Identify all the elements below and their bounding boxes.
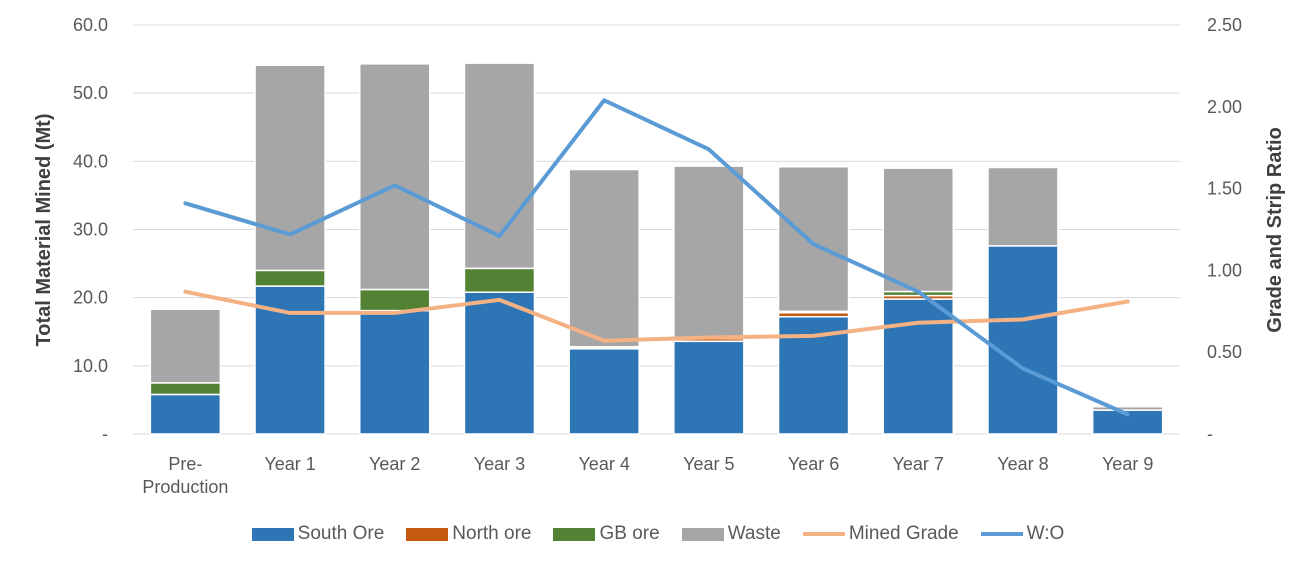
x-tick-label: Year 7	[893, 454, 944, 474]
left-tick-label: 60.0	[73, 15, 108, 35]
bar-segment-waste	[568, 168, 640, 348]
bar-stacks	[149, 62, 1164, 435]
bar-segment-gb-ore	[254, 269, 326, 287]
bar-segment-waste	[777, 166, 850, 313]
right-tick-label: 2.00	[1207, 97, 1242, 117]
legend-item: North ore	[406, 523, 531, 545]
x-tick-label: Year 9	[1102, 454, 1153, 474]
bar-segment-waste	[987, 166, 1059, 247]
right-tick-label: -	[1207, 424, 1213, 444]
legend-label: North ore	[452, 523, 532, 544]
bar-segment-south-ore	[359, 309, 431, 435]
legend-item: Waste	[681, 523, 781, 545]
bar-segment-south-ore	[254, 285, 326, 435]
x-tick-label: Year 3	[474, 454, 525, 474]
bar-segment-waste	[359, 63, 431, 291]
legend-item: Mined Grade	[802, 523, 959, 545]
left-tick-label: -	[102, 424, 108, 444]
right-tick-label: 1.00	[1207, 260, 1242, 280]
bar-segment-south-ore	[149, 393, 222, 435]
line-series	[183, 98, 1130, 417]
legend-swatch	[553, 527, 596, 541]
legend-swatch	[681, 527, 724, 541]
left-tick-label: 10.0	[73, 356, 108, 376]
legend: South Ore North ore GB ore Waste Mined Grade…	[0, 523, 1316, 545]
right-axis-ticks: - 0.50 1.00 1.50 2.00 2.50	[1207, 15, 1242, 444]
legend-label: Mined Grade	[848, 523, 959, 544]
bar-segment-gb-ore	[463, 267, 536, 293]
bar-segment-waste	[254, 64, 326, 272]
x-tick-label: Production	[142, 477, 228, 497]
x-tick-label: Pre-	[168, 454, 202, 474]
bar-segment-gb-ore	[359, 288, 431, 312]
bar-segment-south-ore	[882, 298, 954, 435]
bar-segment-waste	[673, 165, 745, 338]
x-tick-label: Year 2	[369, 454, 420, 474]
left-tick-label: 40.0	[73, 151, 108, 171]
bar-segment-south-ore	[568, 348, 640, 435]
legend-label: W:O	[1026, 523, 1065, 544]
combo-chart: - 10.0 20.0 30.0 40.0 50.0 60.0 - 0.50 1.00 1.50 2…	[33, 15, 1286, 497]
legend-item: South Ore	[251, 523, 385, 545]
x-tick-label: Year 1	[264, 454, 315, 474]
line-w-o	[183, 98, 1130, 417]
x-tick-label: Year 8	[997, 454, 1048, 474]
left-axis-ticks: - 10.0 20.0 30.0 40.0 50.0 60.0	[73, 15, 108, 444]
legend-swatch	[406, 527, 449, 541]
bar-segment-south-ore	[463, 291, 536, 435]
bar-segment-waste	[1091, 405, 1164, 411]
x-tick-label: Year 4	[578, 454, 629, 474]
bar-segment-south-ore	[987, 245, 1059, 435]
legend-label: GB ore	[599, 523, 660, 544]
legend-label: Waste	[727, 523, 781, 544]
legend-swatch	[802, 532, 845, 536]
bar-segment-gb-ore	[149, 382, 222, 396]
x-axis-ticks: Pre- Production Year 1 Year 2 Year 3 Year 4 Ye…	[142, 454, 1153, 497]
line-mined-grade	[183, 289, 1130, 343]
x-tick-label: Year 5	[683, 454, 734, 474]
bar-segment-waste	[149, 308, 222, 384]
legend-item: W:O	[980, 523, 1065, 545]
bar-segment-south-ore	[673, 340, 745, 435]
left-tick-label: 30.0	[73, 220, 108, 240]
legend-item: GB ore	[553, 523, 660, 545]
left-axis-title: Total Material Mined (Mt)	[33, 114, 55, 347]
x-tick-label: Year 6	[788, 454, 839, 474]
left-tick-label: 20.0	[73, 288, 108, 308]
right-tick-label: 2.50	[1207, 15, 1242, 35]
bar-segment-waste	[882, 167, 954, 293]
legend-swatch	[980, 532, 1023, 536]
legend-label: South Ore	[297, 523, 385, 544]
right-axis-title: Grade and Strip Ratio	[1264, 127, 1286, 333]
right-tick-label: 0.50	[1207, 342, 1242, 362]
right-tick-label: 1.50	[1207, 179, 1242, 199]
legend-swatch	[251, 527, 294, 541]
left-tick-label: 50.0	[73, 83, 108, 103]
